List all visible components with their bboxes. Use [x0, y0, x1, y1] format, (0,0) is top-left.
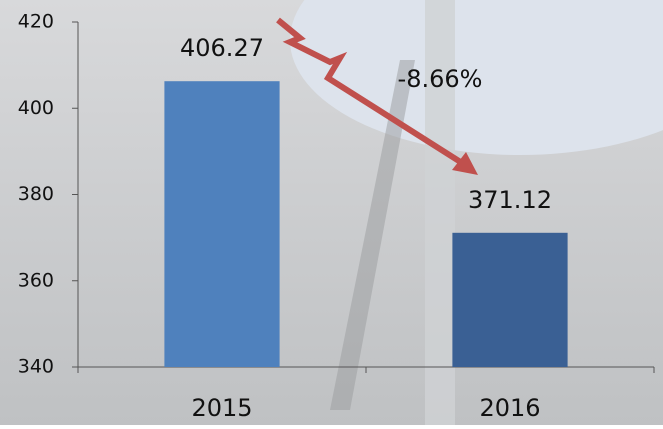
y-tick-label: 380 [18, 183, 54, 205]
y-tick-label: 340 [18, 356, 54, 378]
value-label: 371.12 [468, 186, 552, 214]
y-tick-label: 360 [18, 269, 54, 291]
bar [164, 81, 280, 367]
y-tick-label: 420 [18, 11, 54, 33]
x-tick-label: 2016 [479, 394, 540, 422]
trend-arrow [276, 17, 472, 171]
background-shape [330, 60, 415, 410]
value-label: 406.27 [180, 34, 264, 62]
annotation: -8.66% [398, 65, 483, 93]
arrow-head [452, 152, 478, 175]
x-tick-label: 2015 [191, 394, 252, 422]
background-shape [425, 0, 455, 425]
bar [452, 232, 568, 367]
y-tick-label: 400 [18, 97, 54, 119]
